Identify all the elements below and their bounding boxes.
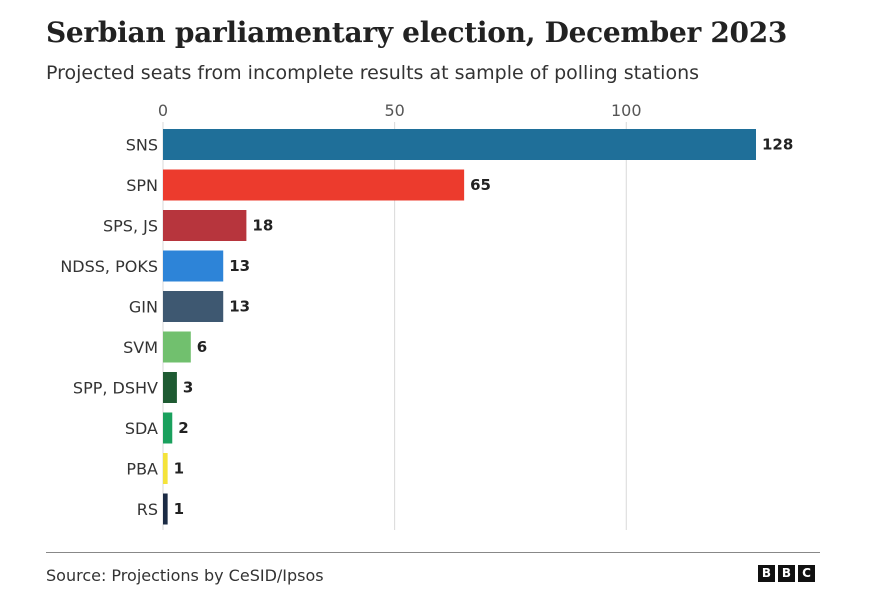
bar xyxy=(163,372,177,403)
category-label: SDA xyxy=(125,419,158,438)
category-label: SPP, DSHV xyxy=(73,379,158,398)
x-tick-label: 100 xyxy=(611,101,642,120)
bar xyxy=(163,291,224,322)
chart-title: Serbian parliamentary election, December… xyxy=(46,16,788,49)
bbc-logo-letter: B xyxy=(758,565,775,582)
value-label: 1 xyxy=(174,500,184,518)
value-label: 3 xyxy=(183,379,193,397)
category-label: GIN xyxy=(129,298,158,317)
bbc-logo: B B C xyxy=(758,565,815,582)
category-label: SPN xyxy=(126,176,158,195)
bar xyxy=(163,250,224,282)
value-label: 18 xyxy=(252,217,273,235)
bar xyxy=(163,210,247,241)
bar xyxy=(163,493,168,525)
value-label: 13 xyxy=(229,257,250,275)
category-label: NDSS, POKS xyxy=(60,257,158,276)
value-label: 128 xyxy=(762,136,793,154)
bar xyxy=(163,331,191,363)
value-label: 6 xyxy=(197,338,207,356)
bbc-logo-letter: B xyxy=(778,565,795,582)
value-label: 1 xyxy=(174,460,184,478)
bar xyxy=(163,129,756,160)
bar xyxy=(163,169,465,201)
category-label: RS xyxy=(137,500,158,519)
footer-divider xyxy=(46,552,820,553)
x-tick-label: 50 xyxy=(384,101,404,120)
value-label: 2 xyxy=(178,419,188,437)
x-axis-ticks: 0 50 100 xyxy=(158,101,642,120)
chart-subtitle: Projected seats from incomplete results … xyxy=(46,62,700,84)
category-label: SPS, JS xyxy=(103,217,158,236)
bbc-logo-letter: C xyxy=(798,565,815,582)
source-note: Source: Projections by CeSID/Ipsos xyxy=(46,566,324,585)
value-label: 65 xyxy=(470,176,491,194)
category-label: PBA xyxy=(126,460,158,479)
x-tick-label: 0 xyxy=(158,101,168,120)
bar xyxy=(163,453,168,484)
value-label: 13 xyxy=(229,298,250,316)
category-label: SNS xyxy=(126,136,158,155)
category-label: SVM xyxy=(123,338,158,357)
bar xyxy=(163,412,173,444)
